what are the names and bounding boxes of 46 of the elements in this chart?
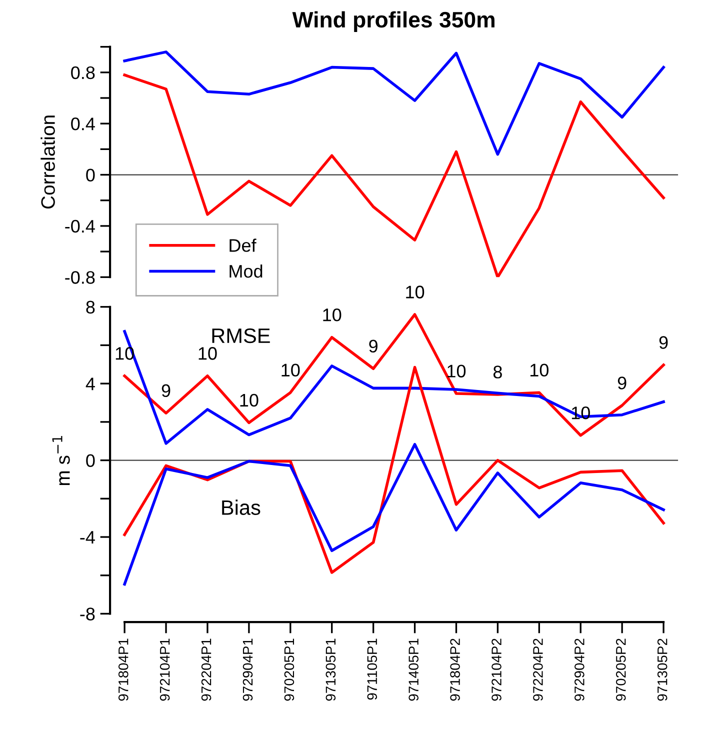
y-tick-label: 0.4 — [71, 118, 95, 130]
annotation: RMSE — [212, 328, 270, 344]
x-tick-label: 972204P1 — [201, 638, 212, 701]
annotation: 10 — [406, 286, 424, 298]
x-tick-label: 971105P1 — [367, 638, 378, 700]
x-tick-label: 972104P2 — [492, 638, 502, 701]
y-tick-label: -4 — [80, 531, 95, 544]
y-tick-label: -0.4 — [65, 220, 95, 233]
y-tick-label: 0 — [86, 168, 95, 182]
annotation: 10 — [282, 364, 300, 377]
annotation: 9 — [618, 376, 626, 390]
x-tick-label: 972104P1 — [160, 638, 170, 701]
annotation: 10 — [240, 394, 258, 407]
annotation: 9 — [162, 384, 170, 398]
line-series — [123, 50, 665, 156]
y-tick-label: 0.8 — [71, 66, 95, 80]
x-tick-label: 971804P2 — [450, 638, 460, 701]
legend-label: Def — [230, 238, 256, 252]
legend-label: Mod — [230, 264, 262, 278]
y-axis-title: Correlation — [40, 116, 55, 209]
y-axis-title: m s$^{−1}$ — [52, 436, 70, 486]
x-tick-label: 972904P2 — [574, 638, 584, 701]
x-tick-label: 970205P2 — [616, 638, 626, 701]
y-tick-label: -0.8 — [65, 271, 95, 284]
x-tick-label: 970205P1 — [284, 638, 294, 701]
annotation: 9 — [369, 340, 378, 353]
annotation: 10 — [323, 308, 342, 322]
x-tick-label: 971305P1 — [326, 638, 336, 701]
annotation: 9 — [659, 336, 668, 349]
line-series — [123, 442, 665, 586]
chart-title: Wind profiles 350m — [292, 11, 494, 32]
y-tick-label: 4 — [86, 378, 95, 390]
annotation: 10 — [448, 364, 466, 378]
annotation: 8 — [493, 366, 502, 378]
annotation: 10 — [530, 364, 548, 377]
line-series — [123, 74, 665, 278]
x-tick-label: 971405P1 — [408, 638, 419, 701]
x-tick-label: 972204P2 — [533, 638, 543, 701]
annotation: Bias — [222, 500, 260, 515]
x-tick-label: 971305P2 — [657, 638, 668, 701]
x-tick-label: 972904P1 — [242, 638, 253, 701]
annotation: 10 — [198, 347, 217, 360]
y-tick-label: -8 — [80, 608, 95, 620]
x-tick-label: 971804P1 — [118, 638, 128, 701]
y-tick-label: 8 — [86, 300, 95, 314]
y-tick-label: 0 — [86, 454, 95, 468]
